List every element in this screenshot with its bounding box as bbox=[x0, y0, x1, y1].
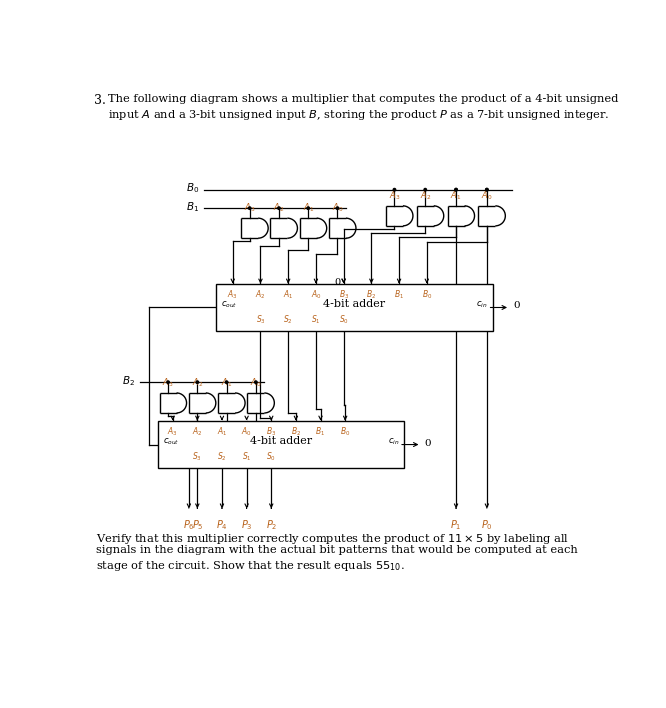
Circle shape bbox=[196, 381, 198, 384]
Circle shape bbox=[393, 188, 396, 191]
Text: $A_1$: $A_1$ bbox=[283, 288, 294, 301]
Text: $P_6$: $P_6$ bbox=[183, 518, 194, 532]
Text: $A_0$: $A_0$ bbox=[481, 189, 493, 202]
Text: 3.: 3. bbox=[94, 94, 106, 107]
Text: $A_0$: $A_0$ bbox=[241, 426, 252, 438]
Text: $A_3$: $A_3$ bbox=[389, 189, 400, 202]
Text: signals in the diagram with the actual bit patterns that would be computed at ea: signals in the diagram with the actual b… bbox=[97, 545, 578, 555]
Text: $P_4$: $P_4$ bbox=[216, 518, 228, 532]
Text: $S_1$: $S_1$ bbox=[311, 314, 321, 326]
Circle shape bbox=[248, 207, 251, 210]
Text: $A_3$: $A_3$ bbox=[244, 202, 256, 214]
Text: $A_2$: $A_2$ bbox=[255, 288, 266, 301]
Text: $B_1$: $B_1$ bbox=[316, 426, 326, 438]
Circle shape bbox=[307, 207, 310, 210]
Text: $A_1$: $A_1$ bbox=[221, 376, 232, 389]
Text: $c_{out}$: $c_{out}$ bbox=[221, 299, 238, 309]
Circle shape bbox=[455, 188, 458, 191]
Text: $S_0$: $S_0$ bbox=[338, 314, 348, 326]
Text: $S_1$: $S_1$ bbox=[242, 450, 252, 463]
Text: $A_1$: $A_1$ bbox=[450, 189, 462, 202]
Text: $A_1$: $A_1$ bbox=[216, 426, 227, 438]
Text: $P_3$: $P_3$ bbox=[241, 518, 252, 532]
Circle shape bbox=[254, 381, 257, 384]
Text: $c_{in}$: $c_{in}$ bbox=[388, 436, 399, 447]
Text: $A_1$: $A_1$ bbox=[302, 202, 314, 214]
Text: $S_2$: $S_2$ bbox=[217, 450, 227, 463]
Text: 0: 0 bbox=[334, 278, 340, 287]
Text: input $A$ and a 3-bit unsigned input $B$, storing the product $P$ as a 7-bit uns: input $A$ and a 3-bit unsigned input $B$… bbox=[108, 108, 609, 122]
Circle shape bbox=[278, 207, 280, 210]
Circle shape bbox=[486, 188, 488, 191]
Text: $S_3$: $S_3$ bbox=[192, 450, 202, 463]
Text: $B_1$: $B_1$ bbox=[394, 288, 404, 301]
Text: $B_3$: $B_3$ bbox=[266, 426, 276, 438]
Text: 4-bit adder: 4-bit adder bbox=[324, 299, 386, 309]
Text: $A_3$: $A_3$ bbox=[163, 376, 174, 389]
Text: Verify that this multiplier correctly computes the product of $11 \times 5$ by l: Verify that this multiplier correctly co… bbox=[97, 532, 569, 546]
Text: $B_3$: $B_3$ bbox=[338, 288, 349, 301]
Text: $B_0$: $B_0$ bbox=[186, 181, 199, 195]
Text: $A_0$: $A_0$ bbox=[332, 202, 343, 214]
Text: $B_2$: $B_2$ bbox=[122, 374, 135, 387]
Text: $B_0$: $B_0$ bbox=[422, 288, 432, 301]
Text: $S_0$: $S_0$ bbox=[266, 450, 276, 463]
Circle shape bbox=[424, 188, 426, 191]
Text: $P_1$: $P_1$ bbox=[450, 518, 462, 532]
Circle shape bbox=[167, 381, 169, 384]
Text: stage of the circuit. Show that the result equals $55_{10}$.: stage of the circuit. Show that the resu… bbox=[97, 559, 405, 573]
Text: $A_2$: $A_2$ bbox=[273, 202, 284, 214]
Bar bbox=[216, 284, 493, 331]
Text: $c_{in}$: $c_{in}$ bbox=[476, 299, 488, 309]
Text: 0: 0 bbox=[424, 438, 431, 447]
Text: $A_2$: $A_2$ bbox=[192, 376, 203, 389]
Circle shape bbox=[336, 207, 339, 210]
Text: $P_2$: $P_2$ bbox=[266, 518, 277, 532]
Text: $S_2$: $S_2$ bbox=[283, 314, 293, 326]
Text: $A_2$: $A_2$ bbox=[420, 189, 431, 202]
Text: $B_2$: $B_2$ bbox=[291, 426, 301, 438]
Text: $P_5$: $P_5$ bbox=[192, 518, 203, 532]
Text: $A_3$: $A_3$ bbox=[227, 288, 238, 301]
Text: $A_0$: $A_0$ bbox=[310, 288, 321, 301]
Text: $B_2$: $B_2$ bbox=[366, 288, 376, 301]
Text: $P_0$: $P_0$ bbox=[481, 518, 493, 532]
Text: $A_3$: $A_3$ bbox=[167, 426, 178, 438]
Circle shape bbox=[455, 188, 458, 191]
Text: $B_1$: $B_1$ bbox=[186, 200, 199, 214]
Bar bbox=[158, 421, 404, 469]
Circle shape bbox=[225, 381, 228, 384]
Text: The following diagram shows a multiplier that computes the product of a 4-bit un: The following diagram shows a multiplier… bbox=[108, 94, 619, 104]
Circle shape bbox=[486, 188, 488, 191]
Text: $B_0$: $B_0$ bbox=[340, 426, 350, 438]
Text: $S_3$: $S_3$ bbox=[256, 314, 266, 326]
Text: 0: 0 bbox=[513, 302, 519, 310]
Text: $A_0$: $A_0$ bbox=[250, 376, 262, 389]
Text: $c_{out}$: $c_{out}$ bbox=[163, 436, 180, 447]
Text: 4-bit adder: 4-bit adder bbox=[250, 436, 312, 447]
Text: $A_2$: $A_2$ bbox=[192, 426, 202, 438]
